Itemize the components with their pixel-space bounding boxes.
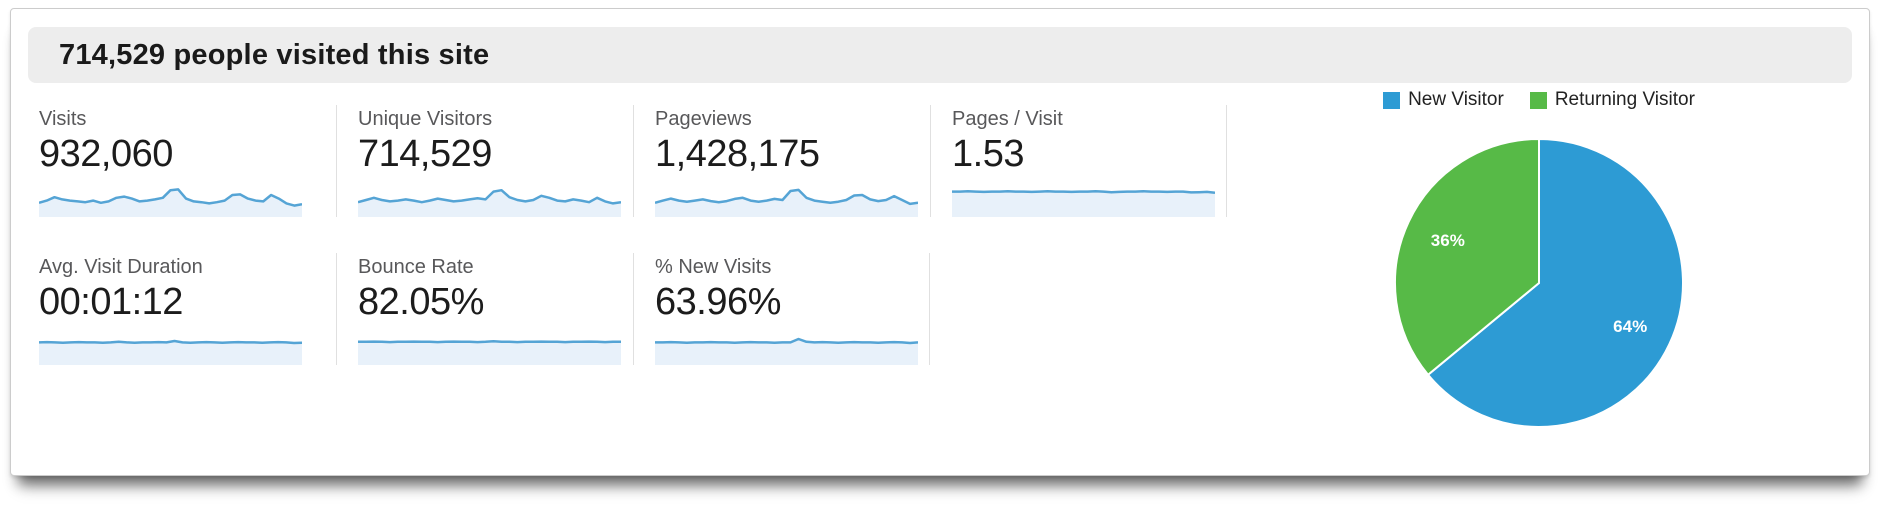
svg-text:64%: 64% [1613,317,1647,336]
visits-sparkline [39,188,302,217]
metric-label: % New Visits [655,256,772,278]
metrics-row-1: Visits 932,060 Unique Visitors 714,529 P… [39,105,1227,217]
metric-bounce-rate[interactable]: Bounce Rate 82.05% [336,253,633,365]
unique-visitors-sparkline [358,188,621,217]
metric-value: 63.96% [655,281,781,323]
metric-label: Pageviews [655,108,752,130]
new-visitor-swatch-icon [1383,91,1401,109]
bounce-rate-sparkline [358,340,621,365]
metric-avg-visit-duration[interactable]: Avg. Visit Duration 00:01:12 [39,253,336,365]
metric-pages-per-visit[interactable]: Pages / Visit 1.53 [930,105,1227,217]
metrics-grid: Visits 932,060 Unique Visitors 714,529 P… [39,105,1227,365]
metric-visits[interactable]: Visits 932,060 [39,105,336,217]
page-title: 714,529 people visited this site [59,38,490,71]
legend-label: Returning Visitor [1554,89,1695,110]
overview-card: 714,529 people visited this site Visits … [10,8,1870,476]
metric-value: 714,529 [358,133,492,175]
metric-label: Avg. Visit Duration [39,256,203,278]
legend-label: New Visitor [1408,89,1504,110]
metric-label: Unique Visitors [358,108,493,130]
svg-text:36%: 36% [1431,231,1465,250]
metric-label: Pages / Visit [952,108,1063,130]
avg-visit-duration-sparkline [39,339,302,365]
metric-pageviews[interactable]: Pageviews 1,428,175 [633,105,930,217]
metrics-row-2: Avg. Visit Duration 00:01:12 Bounce Rate… [39,253,1227,365]
metric-unique-visitors[interactable]: Unique Visitors 714,529 [336,105,633,217]
pie-legend: New Visitor Returning Visitor [1333,89,1745,111]
visitor-type-pie-chart: 64% 36% [1393,137,1685,429]
metric-pct-new-visits[interactable]: % New Visits 63.96% [633,253,930,365]
metric-label: Visits [39,108,87,130]
legend-item-new-visitor: New Visitor [1383,89,1504,111]
metric-label: Bounce Rate [358,256,474,278]
pageviews-sparkline [655,188,918,217]
pie-svg: 64% 36% [1394,137,1684,428]
legend-item-returning-visitor: Returning Visitor [1529,89,1695,111]
header-bar: 714,529 people visited this site [28,27,1852,83]
pct-new-visits-sparkline [655,337,918,365]
pages-per-visit-sparkline [952,190,1215,217]
metric-value: 932,060 [39,133,173,175]
metric-value: 1,428,175 [655,133,820,175]
visitor-type-panel: New Visitor Returning Visitor 64% 36% [1333,89,1745,429]
returning-visitor-swatch-icon [1529,91,1547,109]
metric-value: 1.53 [952,133,1024,175]
metric-value: 00:01:12 [39,281,183,323]
metric-value: 82.05% [358,281,484,323]
